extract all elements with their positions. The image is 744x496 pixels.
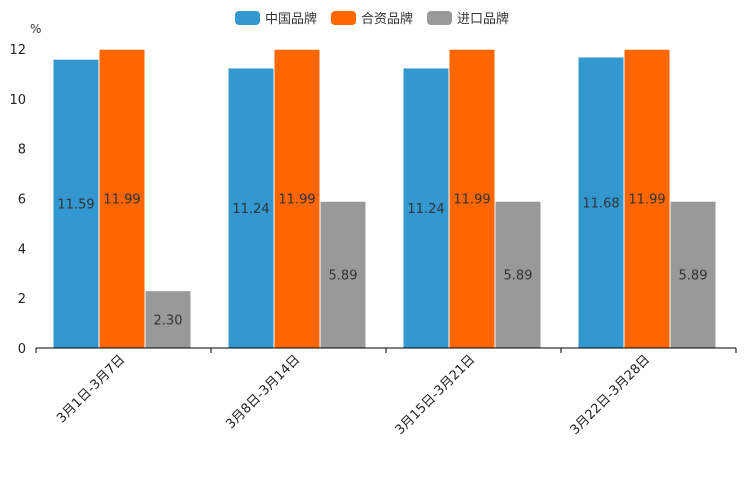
bar[interactable] — [577, 56, 625, 349]
y-tick-label: 2 — [18, 292, 26, 307]
bars-group: 11.59 11.24 11.24 11.68 11.99 11.99 11.99 11.99… — [52, 48, 717, 349]
legend-swatch-china-brand — [234, 10, 260, 25]
y-axis-unit-label: % — [30, 22, 41, 36]
legend-label-china-brand: 中国品牌 — [264, 12, 317, 27]
bar-value-label: 11.99 — [628, 193, 665, 208]
bar[interactable] — [319, 200, 367, 349]
y-tick-label: 12 — [9, 43, 26, 58]
bar-value-label: 5.89 — [679, 269, 708, 284]
x-category-label: 3月8日-3月14日 — [223, 352, 303, 432]
y-tick-label: 4 — [18, 242, 26, 257]
chart-legend: 中国品牌 合资品牌 进口品牌 — [0, 8, 744, 27]
bar-value-label: 11.99 — [453, 193, 490, 208]
bar-value-label: 11.99 — [103, 193, 140, 208]
legend-item-jv-brand[interactable]: 合资品牌 — [330, 8, 413, 27]
bar[interactable] — [98, 48, 146, 349]
legend-swatch-import-brand — [427, 10, 452, 25]
bar[interactable] — [448, 48, 496, 349]
legend-item-china-brand[interactable]: 中国品牌 — [234, 8, 317, 27]
legend-swatch-jv-brand — [330, 10, 356, 25]
bar-value-label: 11.59 — [57, 198, 94, 213]
bar[interactable] — [273, 48, 321, 349]
x-category-label: 3月15日-3月21日 — [393, 352, 479, 438]
y-axis: 0 2 4 6 8 10 12 — [9, 43, 26, 357]
bar[interactable] — [623, 48, 671, 349]
y-tick-label: 10 — [9, 93, 26, 108]
bar-value-label: 11.99 — [278, 193, 315, 208]
bar-value-label: 5.89 — [329, 269, 358, 284]
y-tick-label: 0 — [18, 342, 26, 357]
x-category-label: 3月22日-3月28日 — [568, 352, 654, 438]
bar[interactable] — [494, 200, 542, 349]
y-tick-label: 6 — [18, 193, 26, 208]
bar-value-label: 2.30 — [154, 313, 183, 328]
bar-value-label: 11.68 — [582, 196, 619, 211]
x-axis: 3月1日-3月7日 3月8日-3月14日 3月15日-3月21日 3月22日-3月28… — [35, 347, 737, 438]
bar-value-label: 11.24 — [407, 202, 444, 217]
legend-label-jv-brand: 合资品牌 — [360, 12, 413, 27]
x-category-label: 3月1日-3月7日 — [54, 352, 128, 426]
bar-value-label: 5.89 — [504, 269, 533, 284]
bar-value-label: 11.24 — [232, 202, 269, 217]
bar[interactable] — [669, 200, 717, 349]
bar[interactable] — [144, 290, 192, 349]
y-tick-label: 8 — [18, 143, 26, 158]
legend-item-import-brand[interactable]: 进口品牌 — [427, 8, 509, 27]
bar[interactable] — [227, 67, 275, 349]
legend-label-import-brand: 进口品牌 — [457, 12, 510, 27]
